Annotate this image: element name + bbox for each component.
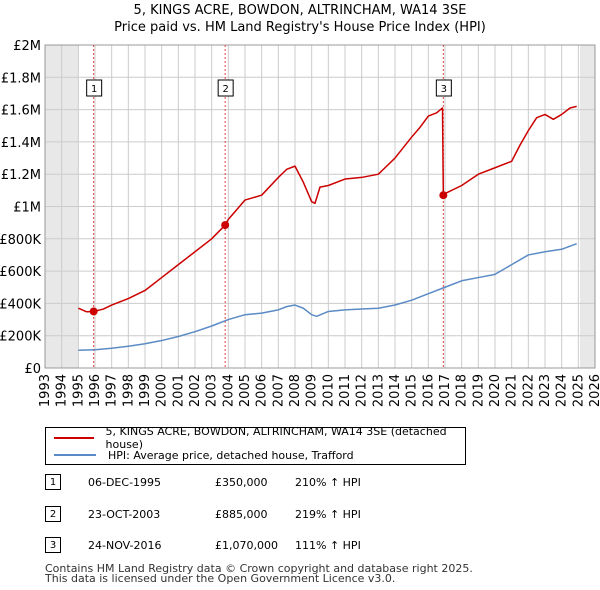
footer-license: This data is licensed under the Open Gov… xyxy=(45,572,396,585)
x-tick-label: 2023 xyxy=(538,374,553,407)
x-tick-label: 2001 xyxy=(171,374,186,407)
x-tick-label: 2007 xyxy=(271,374,286,407)
sale-point-2 xyxy=(221,221,230,230)
x-tick-label: 1993 xyxy=(38,374,53,407)
chart-legend: 5, KINGS ACRE, BOWDON, ALTRINCHAM, WA14 … xyxy=(45,425,466,465)
legend-label-hpi: HPI: Average price, detached house, Traf… xyxy=(108,448,354,462)
x-tick-label: 2000 xyxy=(155,374,170,407)
legend-label-property: 5, KINGS ACRE, BOWDON, ALTRINCHAM, WA14 … xyxy=(105,425,447,451)
x-tick-label: 2021 xyxy=(505,374,520,407)
y-tick-label: £1.4M xyxy=(1,136,41,151)
sale-date: 23-OCT-2003 xyxy=(88,508,161,521)
legend-swatch-hpi xyxy=(54,454,96,456)
x-tick-label: 2009 xyxy=(305,374,320,407)
x-tick-label: 2006 xyxy=(255,374,270,407)
x-tick-label: 2019 xyxy=(471,374,486,407)
sale-price: £1,070,000 xyxy=(215,539,278,552)
sale-number-badge: 3 xyxy=(45,537,61,553)
sale-hpi-change: 219% ↑ HPI xyxy=(295,508,361,521)
x-tick-label: 2015 xyxy=(405,374,420,407)
x-tick-label: 2020 xyxy=(488,374,503,407)
plot-border xyxy=(44,44,596,369)
x-tick-label: 2003 xyxy=(205,374,220,407)
chart-subtitle: Price paid vs. HM Land Registry's House … xyxy=(114,20,486,35)
x-tick-label: 2024 xyxy=(555,374,570,407)
footer-copyright: Contains HM Land Registry data © Crown c… xyxy=(45,562,473,575)
sale-point-1 xyxy=(89,307,98,316)
sale-price: £350,000 xyxy=(215,476,268,489)
y-tick-label: £1.2M xyxy=(1,168,41,183)
x-tick-label: 2008 xyxy=(288,374,303,407)
sale-label-3: 3 xyxy=(441,84,447,95)
y-tick-label: £200K xyxy=(0,330,41,345)
property-series-line xyxy=(78,105,577,313)
sale-label-box-3 xyxy=(435,79,452,97)
sale-date: 06-DEC-1995 xyxy=(88,476,162,489)
x-tick-label: 2004 xyxy=(221,374,236,407)
y-tick-label: £600K xyxy=(0,265,41,280)
legend-swatch-property xyxy=(54,437,94,439)
price-chart: £0 £200K £400K £600K £800K £1M £1.2M £1.4M £1.6M… xyxy=(0,39,600,407)
y-tick-label: £800K xyxy=(0,233,41,248)
chart-title: 5, KINGS ACRE, BOWDON, ALTRINCHAM, WA14 … xyxy=(133,3,467,18)
x-tick-label: 2022 xyxy=(521,374,536,407)
x-tick-label: 2017 xyxy=(438,374,453,407)
x-tick-label: 2010 xyxy=(321,374,336,407)
y-tick-label: £1.8M xyxy=(1,71,41,86)
x-tick-label: 1994 xyxy=(55,374,70,407)
x-tick-label: 2005 xyxy=(238,374,253,407)
x-tick-label: 2012 xyxy=(355,374,370,407)
sale-number-badge: 2 xyxy=(45,506,61,522)
sale-hpi-change: 210% ↑ HPI xyxy=(295,476,361,489)
sale-number-badge: 1 xyxy=(45,474,61,490)
x-tick-label: 2013 xyxy=(371,374,386,407)
x-tick-label: 2011 xyxy=(338,374,353,407)
sale-label-2: 2 xyxy=(222,84,228,95)
sale-row-3: 3 24-NOV-2016 £1,070,000 111% ↑ HPI xyxy=(45,537,465,555)
sale-label-1: 1 xyxy=(91,84,97,95)
x-tick-label: 2025 xyxy=(571,374,586,407)
y-tick-label: £0 xyxy=(24,362,41,377)
x-tick-label: 2002 xyxy=(188,374,203,407)
x-tick-label: 2026 xyxy=(588,374,600,407)
legend-item-property: 5, KINGS ACRE, BOWDON, ALTRINCHAM, WA14 … xyxy=(54,425,465,451)
sale-label-box-2 xyxy=(217,79,234,97)
sale-date: 24-NOV-2016 xyxy=(88,539,162,552)
x-tick-label: 1999 xyxy=(138,374,153,407)
sale-row-1: 1 06-DEC-1995 £350,000 210% ↑ HPI xyxy=(45,474,465,492)
x-tick-label: 1998 xyxy=(121,374,136,407)
x-tick-label: 2016 xyxy=(421,374,436,407)
x-tick-label: 1995 xyxy=(71,374,86,407)
x-tick-label: 1997 xyxy=(105,374,120,407)
y-tick-label: £1M xyxy=(13,201,41,216)
sale-hpi-change: 111% ↑ HPI xyxy=(295,539,361,552)
sale-price: £885,000 xyxy=(215,508,268,521)
x-tick-label: 1996 xyxy=(88,374,103,407)
y-tick-label: £2M xyxy=(13,39,41,54)
hpi-series-line xyxy=(78,242,577,351)
sale-point-3 xyxy=(439,191,448,200)
x-tick-label: 2018 xyxy=(455,374,470,407)
sale-row-2: 2 23-OCT-2003 £885,000 219% ↑ HPI xyxy=(45,506,465,524)
y-tick-label: £1.6M xyxy=(1,104,41,119)
legend-item-hpi: HPI: Average price, detached house, Traf… xyxy=(54,447,354,463)
x-tick-label: 2014 xyxy=(388,374,403,407)
y-tick-label: £400K xyxy=(0,297,41,312)
sale-label-box-1 xyxy=(86,79,103,97)
